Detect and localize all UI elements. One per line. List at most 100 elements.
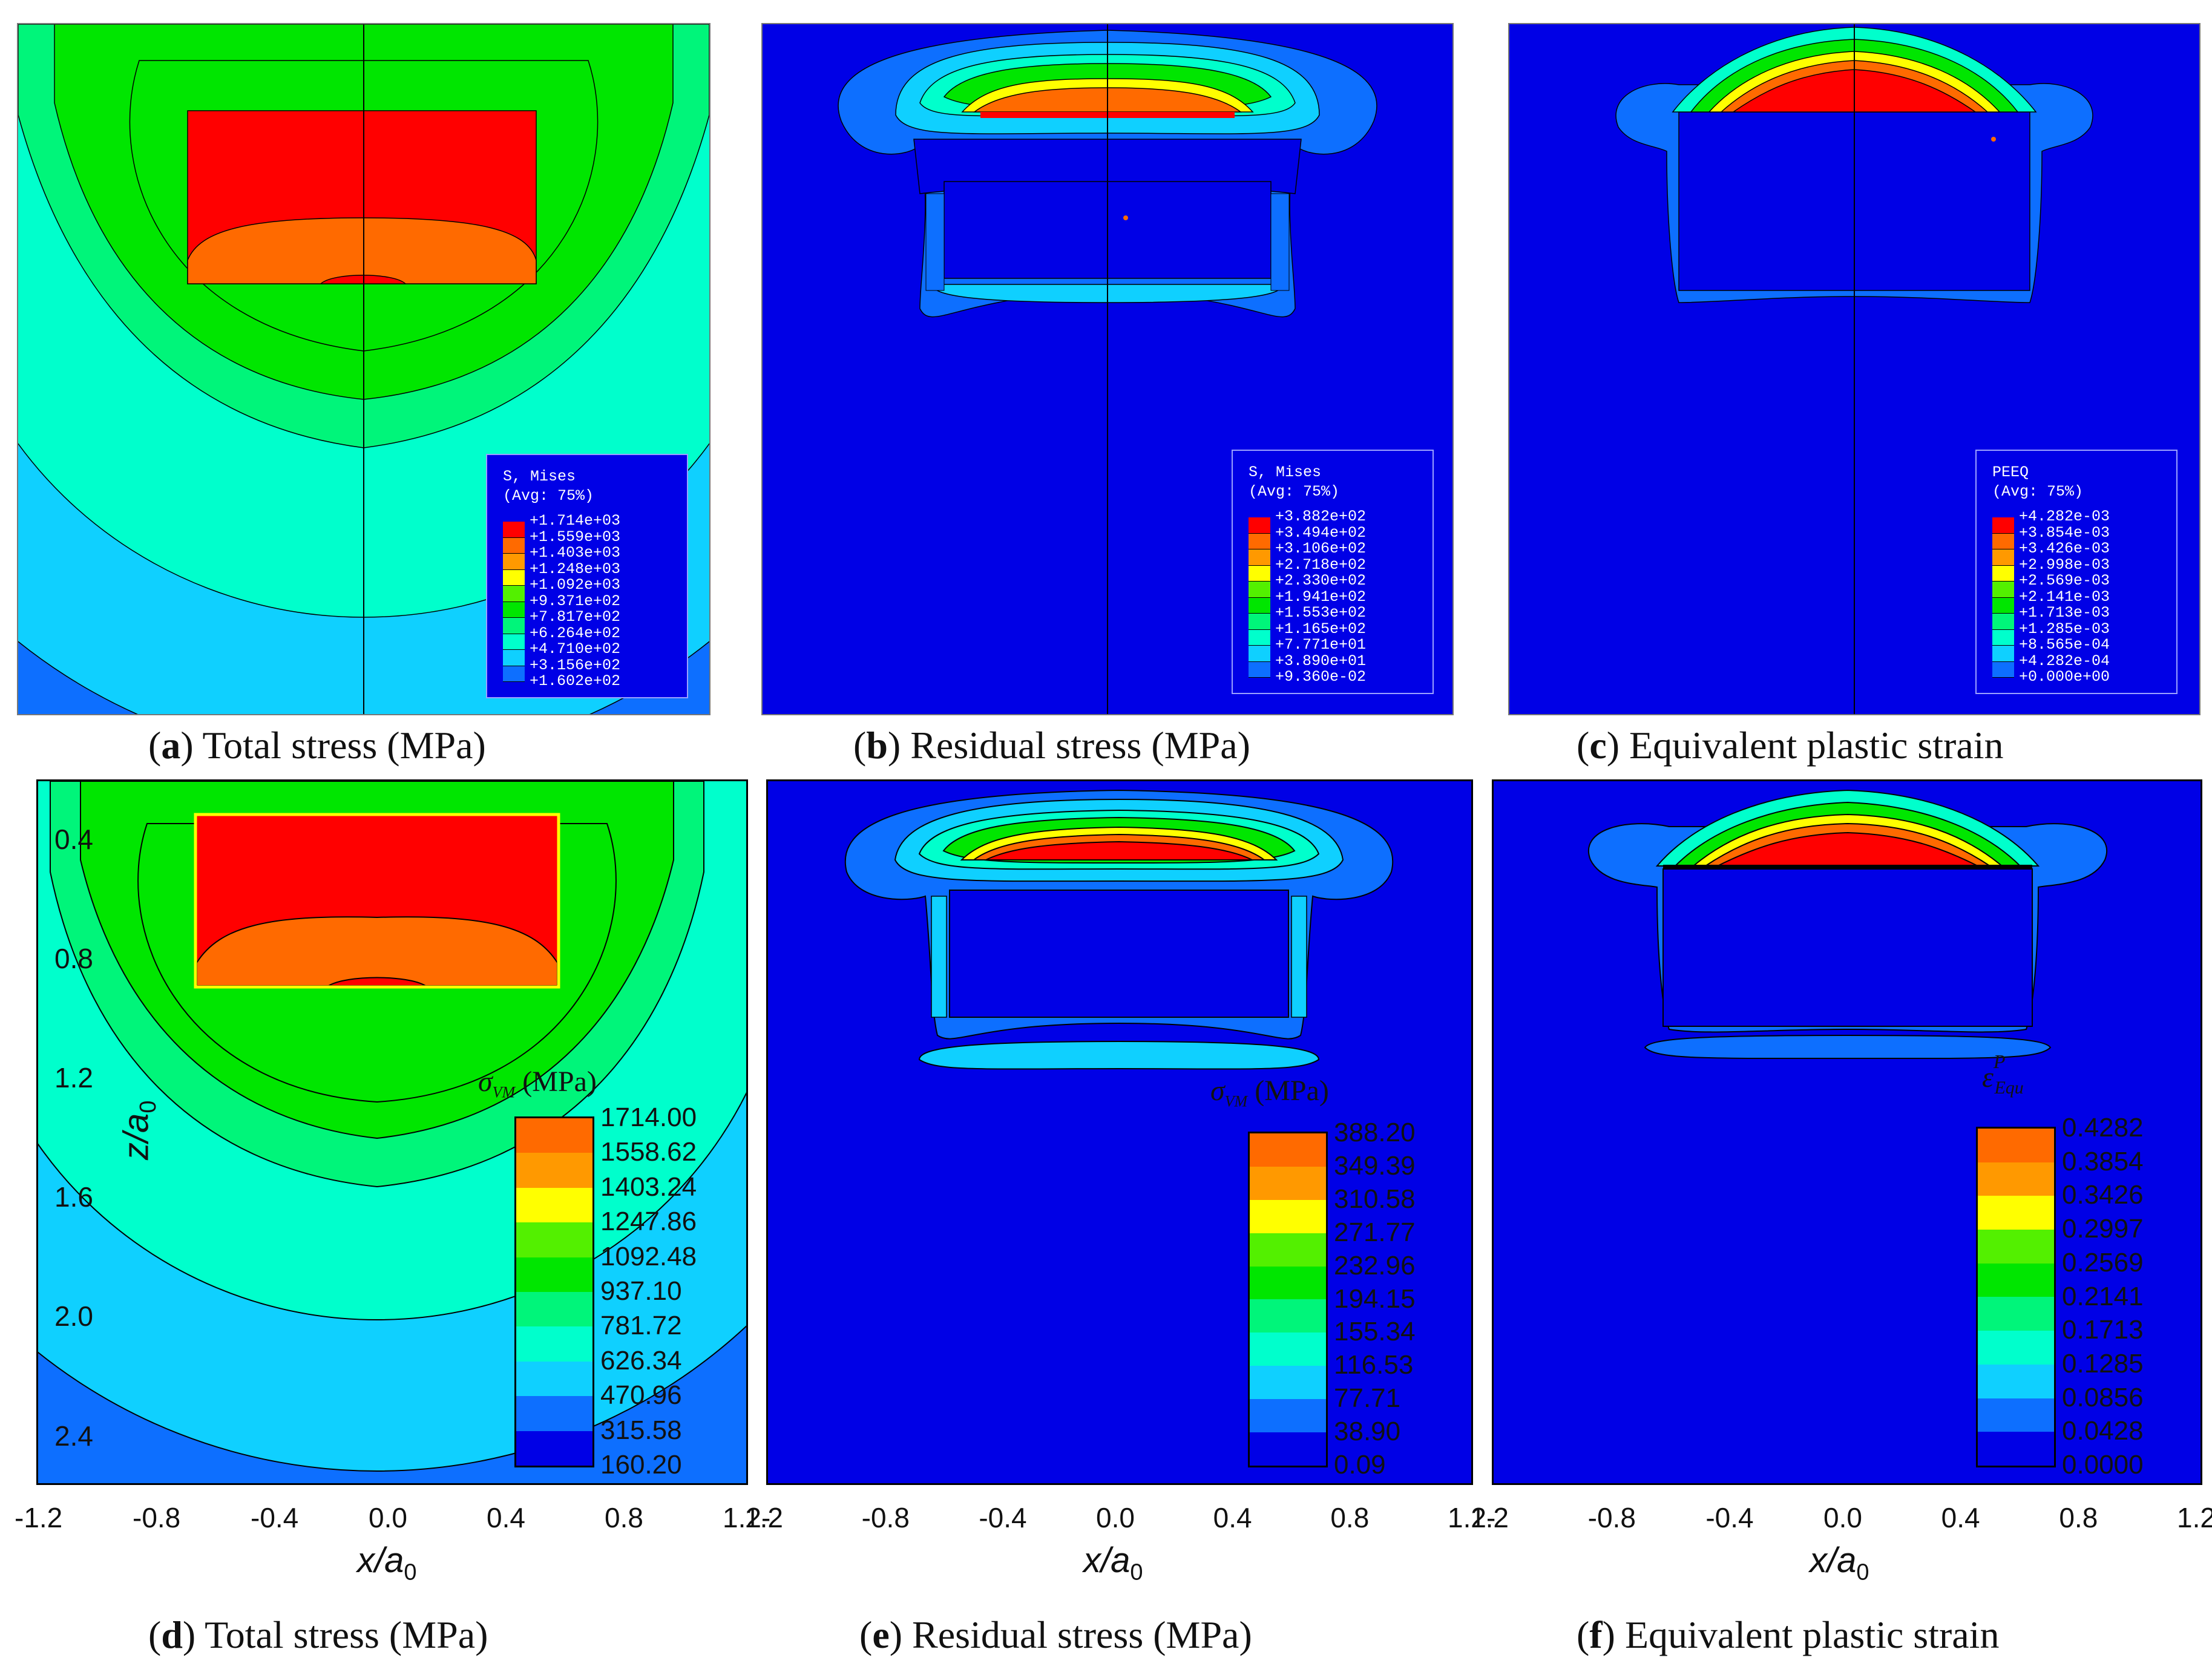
legend-subtitle: (Avg: 75%) — [503, 487, 594, 505]
legend-tick-label: 0.0000 — [2062, 1450, 2144, 1480]
residual-stress-contour — [763, 24, 1452, 714]
x-tick-label: -0.8 — [861, 1502, 910, 1533]
legend-d-title: σVM (MPa) — [478, 1066, 597, 1101]
legend-tick-label: 1092.48 — [600, 1241, 697, 1271]
legend-title: S, Mises — [1249, 464, 1322, 481]
x-tick-label: 1.2- — [723, 1502, 771, 1533]
legend-swatch — [1250, 1299, 1326, 1333]
x-tick-label: -0.4 — [251, 1502, 299, 1533]
legend-subtitle: (Avg: 75%) — [1249, 483, 1340, 500]
caption-c: (c) Equivalent plastic strain — [1577, 724, 2004, 767]
panel-e-contour — [766, 779, 1473, 1485]
legend-tick-label: 160.20 — [600, 1450, 682, 1480]
legend-tick-label: 315.58 — [600, 1415, 682, 1445]
legend-swatch — [516, 1153, 592, 1188]
legend-swatch — [1978, 1230, 2054, 1264]
x-axis-label-d: x/a0 — [357, 1541, 417, 1585]
legend-tick-label: 470.96 — [600, 1380, 682, 1411]
legend-swatch — [1978, 1398, 2054, 1432]
legend-swatch — [1978, 1162, 2054, 1196]
legend-tick-label: 349.39 — [1334, 1150, 1416, 1181]
plastic-strain-contour-f — [1494, 781, 2201, 1483]
legend-tick-label: 937.10 — [600, 1276, 682, 1306]
x-axis-label-e: x/a0 — [1083, 1541, 1143, 1585]
x-tick-label: 0.0 — [1096, 1502, 1135, 1533]
legend-tick-label: 781.72 — [600, 1311, 682, 1341]
panel-a-contour: S, Mises (Avg: 75%) +1.714e+03 +1.559e+03… — [17, 23, 711, 715]
panel-b-contour: S, Mises (Avg: 75%) +3.882e+02 +3.494e+02… — [761, 23, 1454, 715]
y-tick-label: 1.2 — [54, 1062, 93, 1093]
legend-swatch — [516, 1257, 592, 1292]
abaqus-legend-c: PEEQ (Avg: 75%) +4.282e-03 +3.854e-03 +3.… — [1975, 450, 2178, 694]
legend-f-title: εPEqu — [1982, 1051, 2024, 1098]
legend-tick-label: 1714.00 — [600, 1103, 697, 1132]
legend-swatch — [1978, 1196, 2054, 1230]
x-tick-label: 1.2 — [744, 1502, 783, 1533]
legend-swatches — [1992, 517, 2014, 678]
x-tick-label: 0.4 — [487, 1502, 525, 1533]
x-tick-label: -0.8 — [1587, 1502, 1636, 1533]
legend-tick-label: 271.77 — [1334, 1217, 1416, 1247]
legend-swatch — [516, 1222, 592, 1257]
legend-subtitle: (Avg: 75%) — [1992, 483, 2084, 500]
x-tick-label: 1.2 — [2177, 1502, 2212, 1533]
y-axis-label: z/a0 — [116, 1100, 162, 1161]
legend-tick-label: 232.96 — [1334, 1250, 1416, 1280]
abaqus-legend-a: S, Mises (Avg: 75%) +1.714e+03 +1.559e+03… — [486, 454, 688, 698]
y-tick-label: 0.8 — [54, 942, 93, 974]
legend-values: +1.714e+03 +1.559e+03 +1.403e+03 +1.248e+0… — [530, 512, 621, 690]
legend-tick-label: 0.3426 — [2062, 1180, 2144, 1210]
x-tick-label: 1.2 — [1470, 1502, 1509, 1533]
legend-title: S, Mises — [503, 468, 576, 485]
x-tick-label: 0.8 — [605, 1502, 643, 1533]
legend-tick-label: 0.0856 — [2062, 1382, 2144, 1412]
legend-swatch — [1250, 1166, 1326, 1200]
x-tick-label: -0.4 — [1705, 1502, 1754, 1533]
legend-tick-label: 1403.24 — [600, 1172, 697, 1202]
y-tick-label: 0.4 — [54, 823, 93, 855]
legend-tick-label: 116.53 — [1334, 1350, 1414, 1380]
x-tick-label: -1.2 — [15, 1502, 63, 1533]
x-tick-label: 0.0 — [1823, 1502, 1862, 1533]
legend-e-title: σVM (MPa) — [1210, 1075, 1329, 1110]
x-tick-label: -0.8 — [133, 1502, 181, 1533]
legend-tick-label: 0.1285 — [2062, 1348, 2144, 1378]
y-tick-label: 1.6 — [54, 1181, 93, 1213]
legend-tick-label: 310.58 — [1334, 1184, 1416, 1214]
legend-swatches — [1249, 517, 1270, 678]
legend-tick-label: 38.90 — [1334, 1417, 1401, 1447]
legend-swatch — [1978, 1331, 2054, 1365]
legend-swatch — [1250, 1432, 1326, 1466]
legend-swatch — [1978, 1263, 2054, 1297]
legend-tick-label: 0.09 — [1334, 1450, 1386, 1480]
legend-swatch — [1978, 1129, 2054, 1162]
x-tick-label: 0.0 — [369, 1502, 407, 1533]
abaqus-legend-b: S, Mises (Avg: 75%) +3.882e+02 +3.494e+02… — [1232, 450, 1434, 694]
legend-tick-label: 1558.62 — [600, 1137, 697, 1167]
legend-swatch — [1250, 1366, 1326, 1400]
panel-c-contour: PEEQ (Avg: 75%) +4.282e-03 +3.854e-03 +3.… — [1508, 23, 2201, 715]
legend-swatch — [1250, 1133, 1326, 1167]
legend-swatch — [516, 1361, 592, 1397]
legend-title: PEEQ — [1992, 464, 2029, 481]
legend-swatch — [1250, 1399, 1326, 1433]
legend-swatch — [1250, 1332, 1326, 1366]
legend-tick-label: 0.3854 — [2062, 1146, 2144, 1176]
x-tick-label: 0.8 — [1330, 1502, 1370, 1533]
legend-tick-label: 194.15 — [1334, 1283, 1416, 1314]
legend-swatch — [516, 1431, 592, 1466]
x-tick-label: 0.4 — [1213, 1502, 1252, 1533]
legend-swatch — [1978, 1297, 2054, 1331]
legend-tick-label: 0.2141 — [2062, 1281, 2144, 1311]
legend-tick-label: 1247.86 — [600, 1207, 697, 1237]
x-tick-label: 1.2- — [1448, 1502, 1496, 1533]
legend-swatch — [516, 1291, 592, 1327]
legend-swatch — [1250, 1199, 1326, 1233]
legend-values: +4.282e-03 +3.854e-03 +3.426e-03 +2.998e-0… — [2019, 508, 2110, 686]
legend-values: +3.882e+02 +3.494e+02 +3.106e+02 +2.718e+0… — [1275, 508, 1367, 686]
x-tick-label: 0.4 — [1941, 1502, 1980, 1533]
caption-a: (a) Total stress (MPa) — [148, 724, 486, 767]
legend-tick-label: 0.1713 — [2062, 1315, 2144, 1345]
x-tick-label: -0.4 — [979, 1502, 1027, 1533]
legend-swatch — [516, 1326, 592, 1362]
